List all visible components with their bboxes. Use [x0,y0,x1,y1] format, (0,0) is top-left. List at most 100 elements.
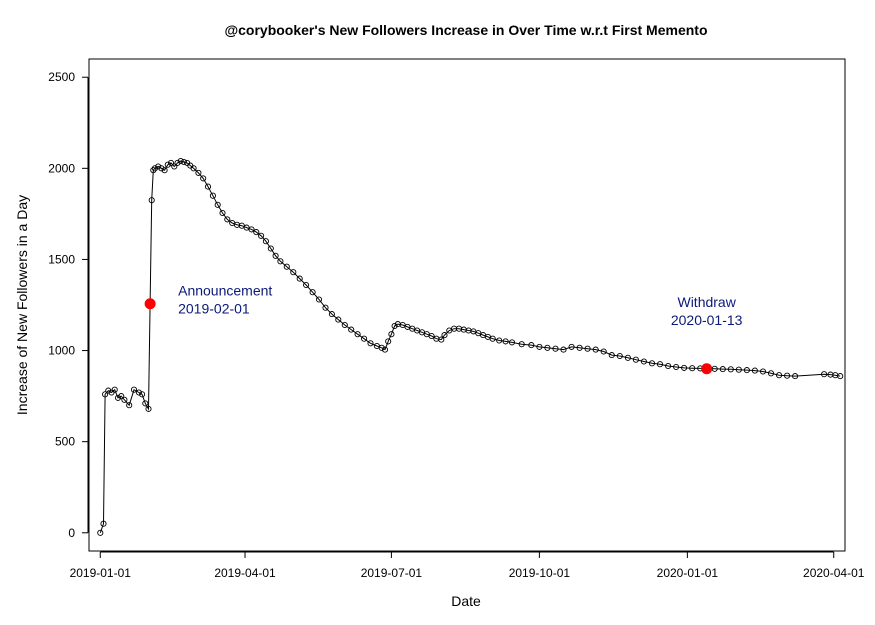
annotation-label: 2019-02-01 [178,301,250,317]
y-tick-label: 1000 [48,344,75,358]
data-point [560,346,567,353]
data-point [751,367,758,374]
y-tick-label: 2500 [48,70,75,84]
data-point [608,352,615,359]
data-point [190,165,197,172]
data-point [158,165,165,172]
data-point [552,345,559,352]
data-point [632,356,639,363]
data-point [219,209,226,217]
data-point [142,400,149,407]
data-point [465,327,472,334]
data-point [656,361,664,368]
data-point [821,371,828,378]
data-point [341,321,348,329]
highlight-point [701,363,713,375]
data-point [121,396,128,403]
data-point [496,337,503,344]
data-point [105,387,112,394]
data-point [100,520,107,527]
data-point [776,372,783,379]
data-point [428,332,435,340]
data-point [145,405,152,412]
x-axis: 2019-01-01 2019-04-01 2019-07-01 2019-10-01… [70,551,865,580]
data-point [837,373,844,380]
annotation-label: Announcement [178,283,272,299]
data-point [544,344,551,351]
x-tick-label: 2019-04-01 [214,566,276,580]
y-tick-label: 500 [55,435,75,449]
data-point [174,159,181,166]
data-point [394,321,401,328]
data-point [673,363,680,371]
data-point [388,331,395,338]
data-point [290,269,297,276]
data-point [354,331,361,338]
data-point [470,328,477,335]
y-tick-label: 2000 [48,161,75,175]
data-point [451,325,458,332]
data-point [518,341,525,348]
data-point [303,281,310,289]
data-point [135,389,142,396]
data-point [111,386,118,393]
data-point [102,391,109,398]
chart-title: @corybooker's New Followers Increase in … [224,22,707,38]
data-point [361,335,368,342]
data-point [267,245,274,252]
data-point [283,263,290,270]
data-point [489,335,496,342]
data-point [139,391,146,398]
data-point [414,327,421,334]
data-point [767,370,775,377]
data-point [792,373,799,380]
data-point [296,275,303,282]
data-point [391,322,398,330]
data-point [204,183,212,190]
data-point [584,345,591,352]
data-point [743,367,750,374]
data-point [502,338,509,345]
data-point [784,372,791,379]
data-point [438,336,445,343]
data-point [200,175,207,182]
data-point [118,393,125,400]
annotation-label: 2020-01-13 [671,312,743,328]
data-point [328,311,335,318]
series-layer [97,157,844,536]
data-point [272,252,279,259]
x-tick-label: 2019-01-01 [70,566,132,580]
x-axis-label: Date [451,593,481,609]
data-point [367,340,374,347]
data-point [335,316,342,323]
data-point [624,354,631,361]
highlight-layer: Announcement 2019-02-01 Withdraw 2020-01-13 [144,283,743,375]
data-point [385,338,392,345]
data-point [665,362,672,370]
data-point [114,394,122,401]
data-point [381,346,389,353]
data-point [322,304,329,311]
plot-frame [88,58,846,552]
data-point [195,169,202,176]
data-point [167,159,175,166]
highlight-point [144,298,156,310]
data-point [536,343,543,350]
data-point [528,342,535,349]
data-point [233,221,241,228]
data-point [97,529,104,536]
data-point [648,360,656,367]
data-point [735,366,742,373]
data-point [592,346,599,353]
data-point [460,326,467,333]
data-point [161,167,168,174]
data-point [171,163,178,170]
data-point [277,258,284,265]
data-point [262,238,269,245]
x-tick-label: 2020-01-01 [657,566,719,580]
data-point [209,192,216,199]
data-point [576,344,583,351]
data-point [568,343,575,350]
data-point [640,358,647,365]
